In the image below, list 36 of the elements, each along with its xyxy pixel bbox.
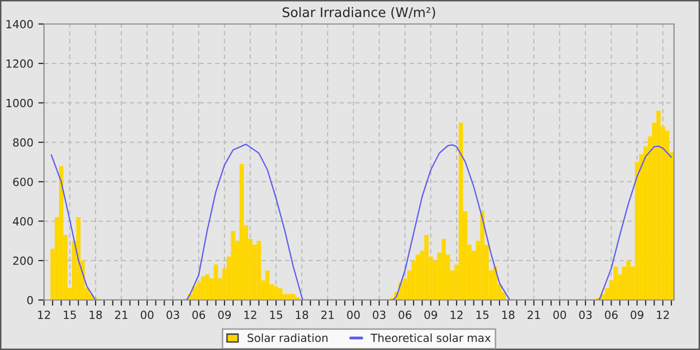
x-tick-label: 15 <box>476 310 488 320</box>
x-tick-label: 03 <box>372 310 386 320</box>
y-tick-label: 1200 <box>6 59 33 68</box>
x-tick-label: 21 <box>528 310 540 319</box>
x-tick-label: 18 <box>502 310 514 320</box>
y-tick-label: 200 <box>13 256 33 265</box>
x-tick-label: 21 <box>115 310 128 319</box>
x-tick-label: 03 <box>579 310 592 320</box>
x-tick-label: 21 <box>321 310 334 319</box>
x-tick-label: 00 <box>347 310 360 320</box>
y-tick-label: 800 <box>13 138 33 147</box>
x-tick-label: 09 <box>218 310 231 320</box>
x-tick-label: 06 <box>398 310 412 320</box>
x-tick-label: 09 <box>630 310 644 320</box>
x-tick-label: 12 <box>450 310 463 319</box>
y-tick-label: 1000 <box>6 98 33 108</box>
x-tick-label: 15 <box>64 310 76 320</box>
x-tick-label: 12 <box>38 310 50 319</box>
y-tick-label: 1400 <box>6 20 33 28</box>
x-tick-label: 00 <box>553 310 566 320</box>
x-tick-label: 03 <box>166 310 180 320</box>
x-tick-label: 09 <box>424 310 438 320</box>
x-tick-label: 06 <box>192 310 206 320</box>
x-tick-label: 12 <box>244 310 256 319</box>
x-tick-label: 18 <box>296 310 308 320</box>
x-tick-label: 15 <box>270 310 282 320</box>
x-tick-label: 18 <box>90 310 102 320</box>
y-tick-label: 400 <box>12 217 33 226</box>
legend-label: Solar radiation <box>248 333 328 342</box>
x-tick-label: 00 <box>140 310 154 320</box>
chart-title: Solar Irradiance (W/m²) <box>282 7 436 19</box>
y-tick-label: 600 <box>13 178 33 186</box>
x-tick-label: 12 <box>656 310 669 319</box>
x-tick-label: 06 <box>604 310 618 320</box>
y-tick-label: 0 <box>27 296 33 304</box>
legend-label: Theoretical solar max <box>370 333 491 342</box>
